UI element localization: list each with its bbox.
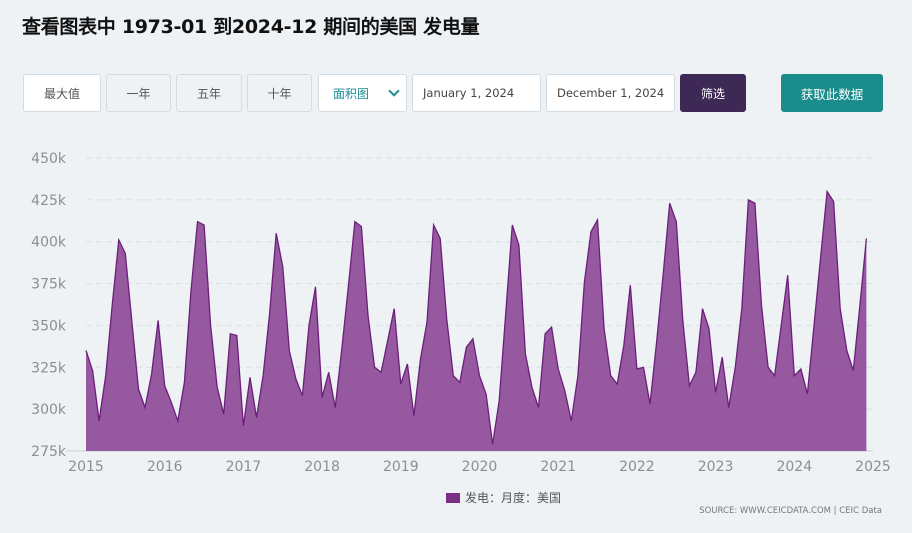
chevron-down-icon — [388, 85, 400, 97]
y-tick-label: 425k — [31, 193, 67, 209]
page-title: 查看图表中 1973-01 到2024-12 期间的美国 发电量 — [22, 16, 480, 38]
y-tick-label: 300k — [31, 402, 67, 418]
x-tick-label: 2018 — [304, 459, 340, 475]
y-tick-label: 375k — [31, 277, 67, 293]
source-note: SOURCE: WWW.CEICDATA.COM | CEIC Data — [699, 506, 882, 516]
chart-legend[interactable]: 发电：月度：美国 — [446, 489, 561, 506]
x-tick-label: 2016 — [147, 459, 183, 475]
y-axis: 275k 300k 325k 350k 375k 400k 425k 450k — [31, 151, 67, 460]
x-axis: 2015 2016 2017 2018 2019 2020 2021 2022 2023 2024… — [66, 450, 891, 475]
get-data-button[interactable]: 获取此数据 — [781, 74, 883, 112]
chart-type-value: 面积图 — [333, 86, 370, 101]
y-tick-label: 400k — [31, 235, 67, 251]
y-tick-label: 450k — [31, 151, 67, 167]
range-5y-button[interactable]: 五年 — [176, 74, 242, 112]
end-date-input[interactable]: December 1, 2024 — [546, 74, 675, 112]
x-tick-label: 2017 — [226, 459, 262, 475]
chart-grid — [86, 157, 873, 410]
chart-series — [85, 189, 868, 451]
range-max-button[interactable]: 最大值 — [23, 74, 101, 112]
filter-button[interactable]: 筛选 — [680, 74, 746, 112]
x-tick-label: 2019 — [383, 459, 419, 475]
x-tick-label: 2021 — [540, 459, 576, 475]
y-tick-label: 275k — [31, 444, 67, 460]
chart-type-select[interactable]: 面积图 — [318, 74, 407, 112]
x-tick-label: 2025 — [855, 459, 891, 475]
legend-swatch — [446, 492, 460, 503]
x-tick-label: 2020 — [462, 459, 498, 475]
series-line — [85, 189, 868, 445]
start-date-input[interactable]: January 1, 2024 — [412, 74, 541, 112]
y-tick-label: 325k — [31, 360, 67, 376]
legend-label: 发电：月度：美国 — [465, 491, 562, 505]
series-area — [86, 191, 867, 451]
x-tick-label: 2022 — [619, 459, 655, 475]
x-tick-label: 2023 — [698, 459, 734, 475]
y-tick-label: 350k — [31, 318, 67, 334]
range-10y-button[interactable]: 十年 — [247, 74, 312, 112]
x-tick-label: 2024 — [776, 459, 812, 475]
x-tick-label: 2015 — [68, 459, 104, 475]
range-1y-button[interactable]: 一年 — [106, 74, 171, 112]
